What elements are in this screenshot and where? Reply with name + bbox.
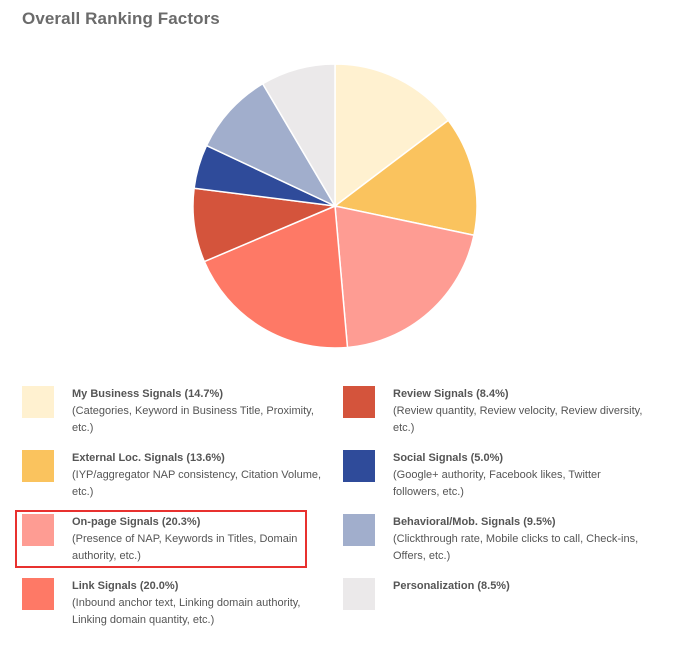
legend-description: (Categories, Keyword in Business Title, … (72, 405, 314, 434)
legend-swatch (343, 578, 375, 610)
legend-label: Link Signals (20.0%) (72, 580, 179, 592)
legend-swatch (343, 450, 375, 482)
legend-label: External Loc. Signals (13.6%) (72, 452, 225, 464)
pie-slice-personalization (261, 63, 336, 209)
legend-label: Social Signals (5.0%) (393, 452, 504, 464)
pie-slice-on-page-signals (334, 205, 475, 349)
pie-chart (192, 63, 478, 349)
legend-label: On-page Signals (20.3%) (72, 516, 201, 528)
legend-swatch (343, 386, 375, 418)
pie-slice-link-signals (203, 204, 349, 349)
legend-label: Personalization (8.5%) (393, 580, 510, 592)
pie-slice-external-loc-signals (333, 119, 478, 237)
legend-description: (Inbound anchor text, Linking domain aut… (72, 597, 301, 626)
pie-slice-behavioral-mob-signals (205, 82, 337, 208)
legend-description: (Clickthrough rate, Mobile clicks to cal… (393, 533, 639, 562)
legend-description: (Review quantity, Review velocity, Revie… (393, 405, 643, 434)
legend-description: (IYP/aggregator NAP consistency, Citatio… (72, 469, 322, 498)
highlight-box (15, 510, 307, 568)
chart-title: Overall Ranking Factors (22, 9, 220, 28)
legend-swatch (22, 514, 54, 546)
pie-slice-my-business-signals (334, 63, 450, 208)
legend-swatch (22, 386, 54, 418)
legend-swatch (22, 450, 54, 482)
legend-label: Review Signals (8.4%) (393, 388, 509, 400)
legend-swatch (22, 578, 54, 610)
legend-description: (Google+ authority, Facebook likes, Twit… (393, 469, 601, 498)
legend-label: Behavioral/Mob. Signals (9.5%) (393, 516, 556, 528)
legend-description: (Presence of NAP, Keywords in Titles, Do… (72, 533, 298, 562)
legend-swatch (343, 514, 375, 546)
legend-label: My Business Signals (14.7%) (72, 388, 223, 400)
